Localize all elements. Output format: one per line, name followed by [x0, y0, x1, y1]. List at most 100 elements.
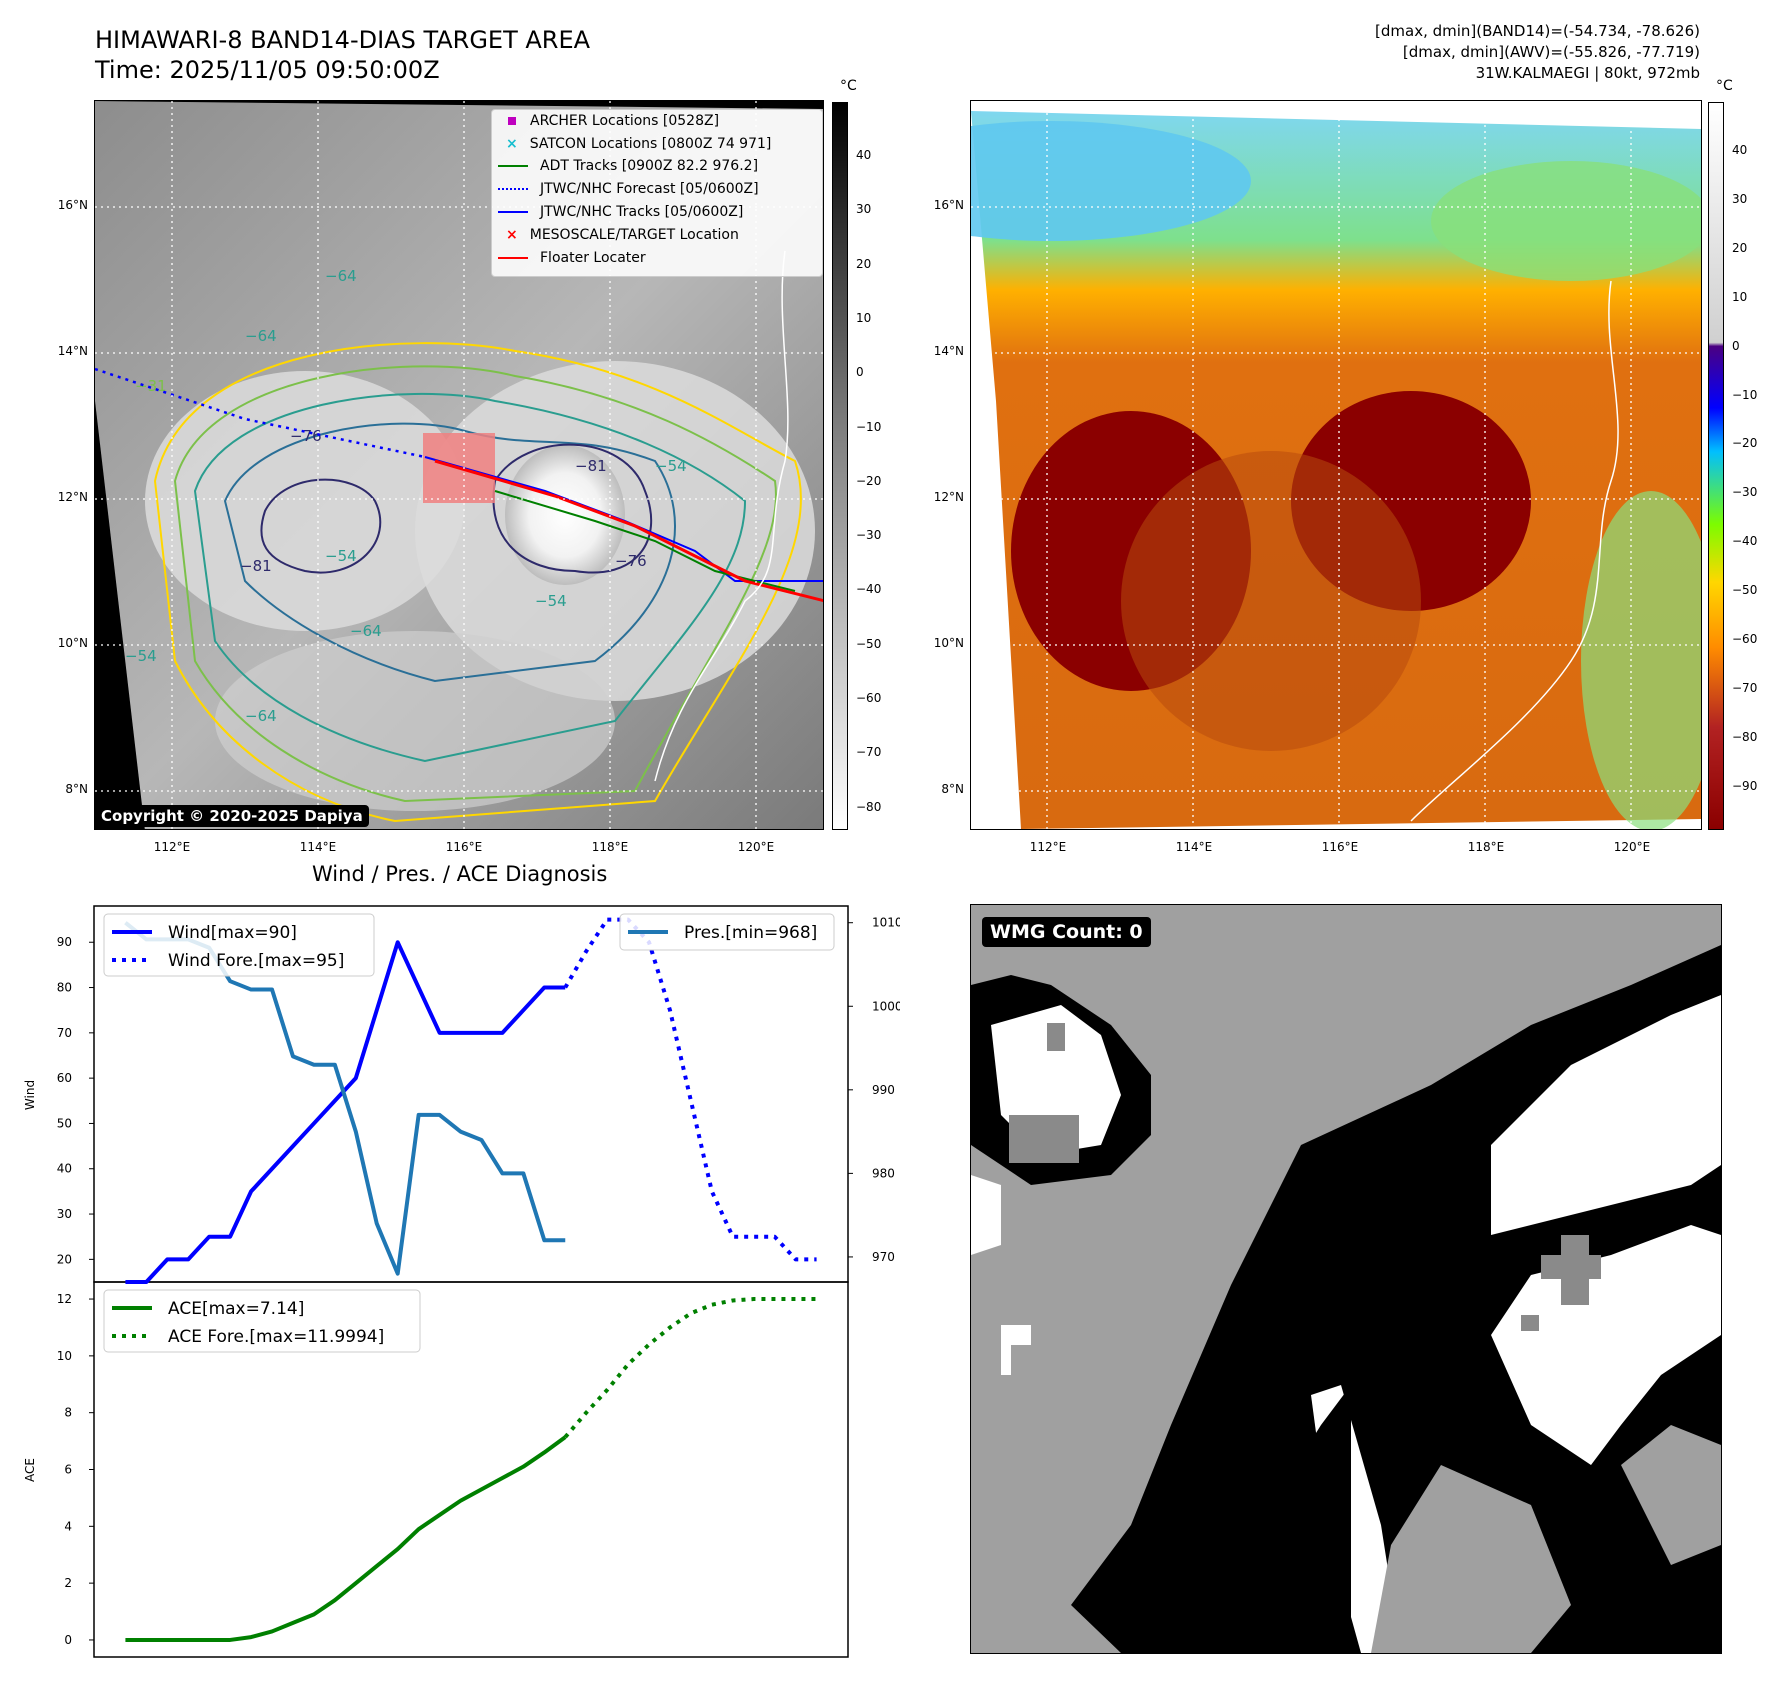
contour-label: −54	[125, 647, 157, 665]
pressure-tick-label: 1000	[872, 999, 900, 1013]
coastline	[654, 250, 789, 782]
lon-tick-label: 114°E	[1175, 840, 1213, 854]
color-colorbar-tick: 30	[1732, 191, 1748, 206]
color-colorbar-tick: 0	[1732, 338, 1740, 353]
ir-colorbar-unit: °C	[840, 78, 857, 94]
lon-tick-label: 118°E	[1467, 840, 1505, 854]
contour-label: −64	[325, 267, 357, 285]
tracks-marker	[498, 211, 528, 213]
color-colorbar-tick: 40	[1732, 143, 1748, 157]
ir-colorbar-tick: −60	[856, 691, 882, 705]
wind-forecast-series-line	[563, 917, 817, 1262]
ir-map-panel: −64 −54 −76 −81 −31 −64 −54 −54 −64 −76 …	[94, 100, 824, 830]
lat-tick-label: 10°N	[57, 636, 88, 650]
legend-adt: ADT Tracks [0900Z 82.2 976.2]	[498, 158, 758, 174]
color-map-image	[971, 101, 1701, 829]
contour-label: −64	[350, 622, 382, 640]
ace-series-line	[125, 1435, 567, 1642]
mesoscale-marker: ×	[506, 227, 518, 243]
wind-tick-label: 40	[57, 1162, 72, 1176]
wmg-count-badge: WMG Count: 0	[982, 917, 1151, 947]
lat-tick-label: 16°N	[933, 198, 964, 212]
legend-jtwc-tracks: JTWC/NHC Tracks [05/0600Z]	[498, 204, 743, 220]
legend-wind-forecast: Wind Fore.[max=95]	[168, 951, 344, 971]
ir-colorbar-tick: 0	[856, 365, 864, 380]
ir-colorbar-tick: −20	[856, 473, 882, 488]
ir-map-legend	[491, 109, 823, 277]
wmg-image	[971, 945, 1721, 1653]
ace-tick-label: 12	[57, 1292, 72, 1306]
color-colorbar-tick: −80	[1732, 729, 1758, 744]
wind-legend	[103, 913, 375, 977]
floater-track	[434, 459, 823, 603]
ace-forecast-series-line	[563, 1297, 817, 1439]
ace-tick-label: 8	[64, 1406, 72, 1420]
wmg-panel: WMG Count: 0	[970, 904, 1722, 1654]
contour-label: −81	[240, 557, 272, 575]
legend-archer: ARCHER Locations [0528Z]	[504, 113, 719, 129]
lat-tick-label: 8°N	[65, 782, 88, 796]
pressure-tick-label: 980	[872, 1166, 895, 1180]
legend-wind: Wind[max=90]	[168, 923, 297, 943]
lon-tick-label: 112°E	[153, 840, 191, 854]
lat-tick-label: 14°N	[933, 344, 964, 358]
lon-tick-label: 120°E	[1613, 840, 1651, 854]
contour-label: −76	[290, 427, 322, 445]
ace-tick-label: 6	[64, 1463, 72, 1477]
diagnosis-title: Wind / Pres. / ACE Diagnosis	[312, 862, 608, 886]
figure-title: HIMAWARI-8 BAND14-DIAS TARGET AREA	[95, 26, 591, 54]
color-colorbar-tick: −60	[1732, 632, 1758, 646]
color-colorbar-tick: 20	[1732, 240, 1748, 255]
wind-tick-label: 80	[57, 981, 72, 995]
lon-tick-label: 120°E	[737, 840, 775, 854]
color-colorbar-tick: −30	[1732, 485, 1758, 500]
color-colorbar-tick: −90	[1732, 778, 1758, 793]
forecast-marker	[498, 188, 528, 190]
color-map-panel	[970, 100, 1702, 830]
ace-tick-label: 0	[64, 1633, 72, 1647]
floater-marker	[498, 257, 528, 259]
legend-ace: ACE[max=7.14]	[168, 1299, 304, 1319]
ir-colorbar-tick: −50	[856, 636, 882, 651]
copyright-badge: Copyright © 2020-2025 Dapiya	[95, 805, 369, 827]
wind-tick-label: 50	[57, 1116, 72, 1130]
wind-tick-label: 20	[57, 1252, 72, 1266]
ir-colorbar-tick: −40	[856, 582, 882, 597]
ir-map-image: −64 −54 −76 −81 −31 −64 −54 −54 −64 −76 …	[95, 101, 823, 829]
contour-label: −54	[655, 457, 687, 475]
lon-tick-label: 116°E	[1321, 840, 1359, 854]
wind-series-line	[125, 940, 566, 1284]
contour-label: −54	[325, 547, 357, 565]
ir-colorbar-tick: −10	[856, 419, 882, 434]
legend-jtwc-forecast: JTWC/NHC Forecast [05/0600Z]	[498, 181, 759, 197]
color-colorbar	[1708, 102, 1724, 830]
contour-label: −81	[575, 457, 607, 475]
ir-colorbar-tick: 20	[856, 256, 872, 271]
ace-tick-label: 10	[57, 1349, 72, 1363]
lat-tick-label: 12°N	[933, 490, 964, 504]
legend-mesoscale: × MESOSCALE/TARGET Location	[506, 227, 739, 243]
contour-label: −54	[535, 592, 567, 610]
legend-ace-forecast: ACE Fore.[max=11.9994]	[168, 1327, 384, 1347]
legend-pressure: Pres.[min=968]	[684, 923, 817, 943]
lon-tick-label: 114°E	[299, 840, 337, 854]
legend-floater: Floater Locater	[498, 250, 646, 266]
band14-range: [dmax, dmin](BAND14)=(-54.734, -78.626)	[1375, 22, 1700, 40]
color-colorbar-unit: °C	[1716, 78, 1733, 94]
color-colorbar-tick: −40	[1732, 534, 1758, 549]
ace-tick-label: 2	[64, 1576, 72, 1590]
lat-tick-label: 16°N	[57, 198, 88, 212]
adt-marker	[498, 165, 528, 167]
awv-range: [dmax, dmin](AWV)=(-55.826, -77.719)	[1402, 43, 1700, 61]
forecast-track	[95, 367, 426, 459]
color-colorbar-tick: −20	[1732, 436, 1758, 451]
contour-label: −64	[245, 327, 277, 345]
pressure-tick-label: 990	[872, 1083, 895, 1097]
ir-colorbar-tick: 10	[856, 310, 872, 325]
ir-colorbar-tick: −70	[856, 745, 882, 760]
lat-tick-label: 8°N	[941, 782, 964, 796]
color-colorbar-tick: −70	[1732, 680, 1758, 695]
diagnosis-chart: 20 30 40 50 60 70 80 90 970 980 990 1000 1010 0 2 4 6 8 10…	[23, 905, 900, 1658]
pressure-tick-label: 1010	[872, 916, 900, 930]
wind-tick-label: 90	[57, 935, 72, 949]
